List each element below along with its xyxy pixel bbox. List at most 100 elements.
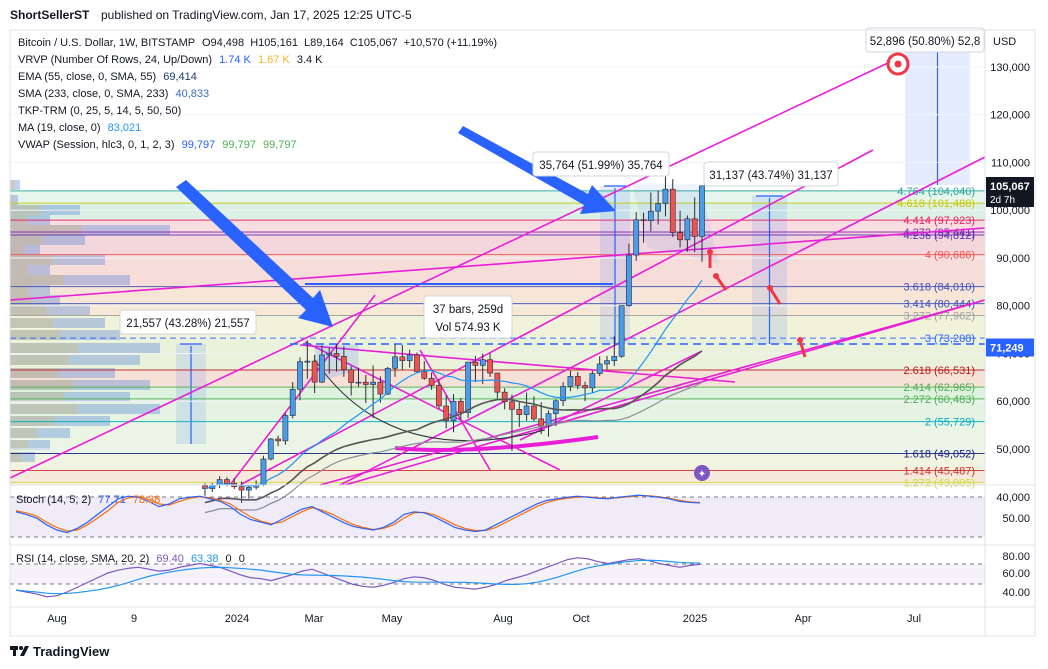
rsi-ma-line [15, 559, 701, 595]
rsi-line [15, 557, 701, 598]
candle-body [640, 219, 647, 222]
candle-body [626, 254, 632, 307]
price-tag-countdown: 2d 7h [990, 195, 1015, 206]
candle-body [618, 305, 625, 357]
time-tick-label: May [382, 613, 403, 625]
label-box-bg [703, 161, 839, 187]
vrvp-row[interactable]: VRVP (Number Of Rows, 24, Up/Down) 1.74 … [18, 54, 323, 66]
fib-band [10, 338, 985, 371]
volume-profile-bar [10, 285, 50, 295]
fib-band [10, 453, 985, 471]
candle-body [333, 353, 340, 357]
fib-band [10, 190, 985, 204]
volume-profile-bar [10, 195, 14, 205]
time-tick-label: Mar [305, 613, 324, 625]
candle-body [326, 353, 333, 356]
fib-band [10, 482, 985, 485]
volume-profile-bar [10, 368, 58, 378]
candle-body [341, 356, 347, 371]
candle-body [589, 373, 596, 389]
time-tick-label: Oct [572, 613, 589, 625]
volume-profile-bar [10, 318, 53, 328]
candle-body [457, 400, 464, 414]
ma-row[interactable]: MA (19, close, 0) 83,021 [18, 122, 142, 134]
candle-body [465, 361, 471, 414]
price-tag-text: 105,067 [990, 181, 1030, 193]
fib-label: 3.414 (80,444) [903, 299, 975, 311]
change-value: +10,570 (+11.19%) [403, 37, 497, 49]
time-tick-label: 2024 [225, 613, 249, 625]
volume-profile-bar [10, 195, 18, 205]
price-tick-label: 40,000 [996, 492, 1030, 504]
target-icon-dot [894, 60, 902, 68]
fib-band [10, 234, 985, 255]
fib-band [10, 398, 985, 422]
red-arrow-head [707, 249, 713, 255]
volume-profile-bar [10, 295, 60, 305]
fib-band [10, 286, 985, 304]
currency-label[interactable]: USD [993, 36, 1017, 48]
red-arrow-head [797, 337, 803, 343]
publish-bar: ShortSellerST published on TradingView.c… [0, 0, 1048, 30]
volume-profile-bar [10, 295, 33, 305]
sma-row[interactable]: SMA (233, close, 0, SMA, 233) 40,833 [18, 88, 210, 100]
vwap-row[interactable]: VWAP (Session, hlc3, 0, 1, 2, 3) 99,797 … [18, 139, 297, 151]
fib-label: 2.618 (66,531) [903, 365, 975, 377]
candle-body [289, 388, 296, 416]
author-name[interactable]: ShortSellerST [10, 8, 90, 22]
ema-row[interactable]: EMA (55, close, 0, SMA, 55) 69,414 [18, 71, 197, 83]
time-tick-label: Aug [47, 613, 67, 625]
candle-body [348, 369, 355, 383]
price-tag-text: 71,249 [990, 343, 1024, 355]
volume-profile-bar [10, 330, 60, 340]
base-highlight [394, 435, 599, 452]
fib-band [10, 220, 985, 232]
volume-profile-bar [10, 180, 20, 190]
volume-profile-bar [10, 392, 64, 402]
volume-profile-bar [10, 235, 85, 245]
volume-profile-bar [10, 225, 170, 235]
high-value: 105,161 [258, 37, 298, 49]
volume-profile-bar [10, 343, 160, 353]
volume-profile-bar [10, 330, 120, 340]
volume-profile-bar [10, 452, 35, 462]
volume-profile-bar [10, 368, 115, 378]
volume-profile-bar [10, 245, 24, 255]
stoch-legend[interactable]: Stoch (14, 5, 2) 77.71 78.38 [16, 494, 161, 506]
label-box-bg [865, 27, 985, 53]
volume-profile-bar [10, 235, 44, 245]
candles [202, 170, 705, 514]
trendline [299, 344, 736, 383]
rsi-legend[interactable]: RSI (14, close, SMA, 20, 2) 69.40 63.38 … [16, 553, 245, 565]
candle-body [479, 359, 486, 366]
stoch-pane: 50.00 [10, 494, 1030, 538]
symbol-title[interactable]: Bitcoin / U.S. Dollar, 1W, BITSTAMP [18, 37, 195, 49]
candle-body [362, 381, 369, 385]
candle-body [655, 203, 662, 212]
candle-body [421, 371, 428, 379]
measure-rects [176, 44, 970, 444]
volume-profile-bar [10, 275, 130, 285]
volume-profile-bar [10, 416, 55, 426]
label-box-bg [119, 309, 257, 335]
volume-profile [10, 180, 170, 462]
fib-label: 4.618 (101,488) [897, 198, 975, 210]
fib-label: 2 (55,729) [925, 417, 975, 429]
time-axis[interactable]: Aug 9 2024 Mar May Aug Oct 2025 Apr Jul [47, 613, 921, 625]
candle-body [450, 400, 457, 422]
candle-body [574, 376, 581, 386]
candle-body [384, 367, 391, 395]
price-axis[interactable]: 130,000 120,000 110,000 100,000 90,000 80,000… [986, 62, 1034, 504]
footer-bar: TradingView [0, 636, 1048, 669]
volume-profile-bar [10, 355, 69, 365]
tkp-row[interactable]: TKP-TRM (0, 25, 5, 14, 5, 50, 50) [18, 105, 182, 117]
candle-body [399, 356, 406, 361]
label-box-text: 31,137 (43.74%) 31,137 [709, 170, 832, 182]
event-icon [694, 465, 710, 481]
candle-body [633, 219, 640, 256]
target-icon [886, 52, 910, 76]
trendline [304, 341, 561, 471]
fib-label: 4.764 (104,040) [897, 186, 975, 198]
tradingview-logo-icon [10, 646, 29, 656]
stoch-k-line [15, 494, 701, 534]
